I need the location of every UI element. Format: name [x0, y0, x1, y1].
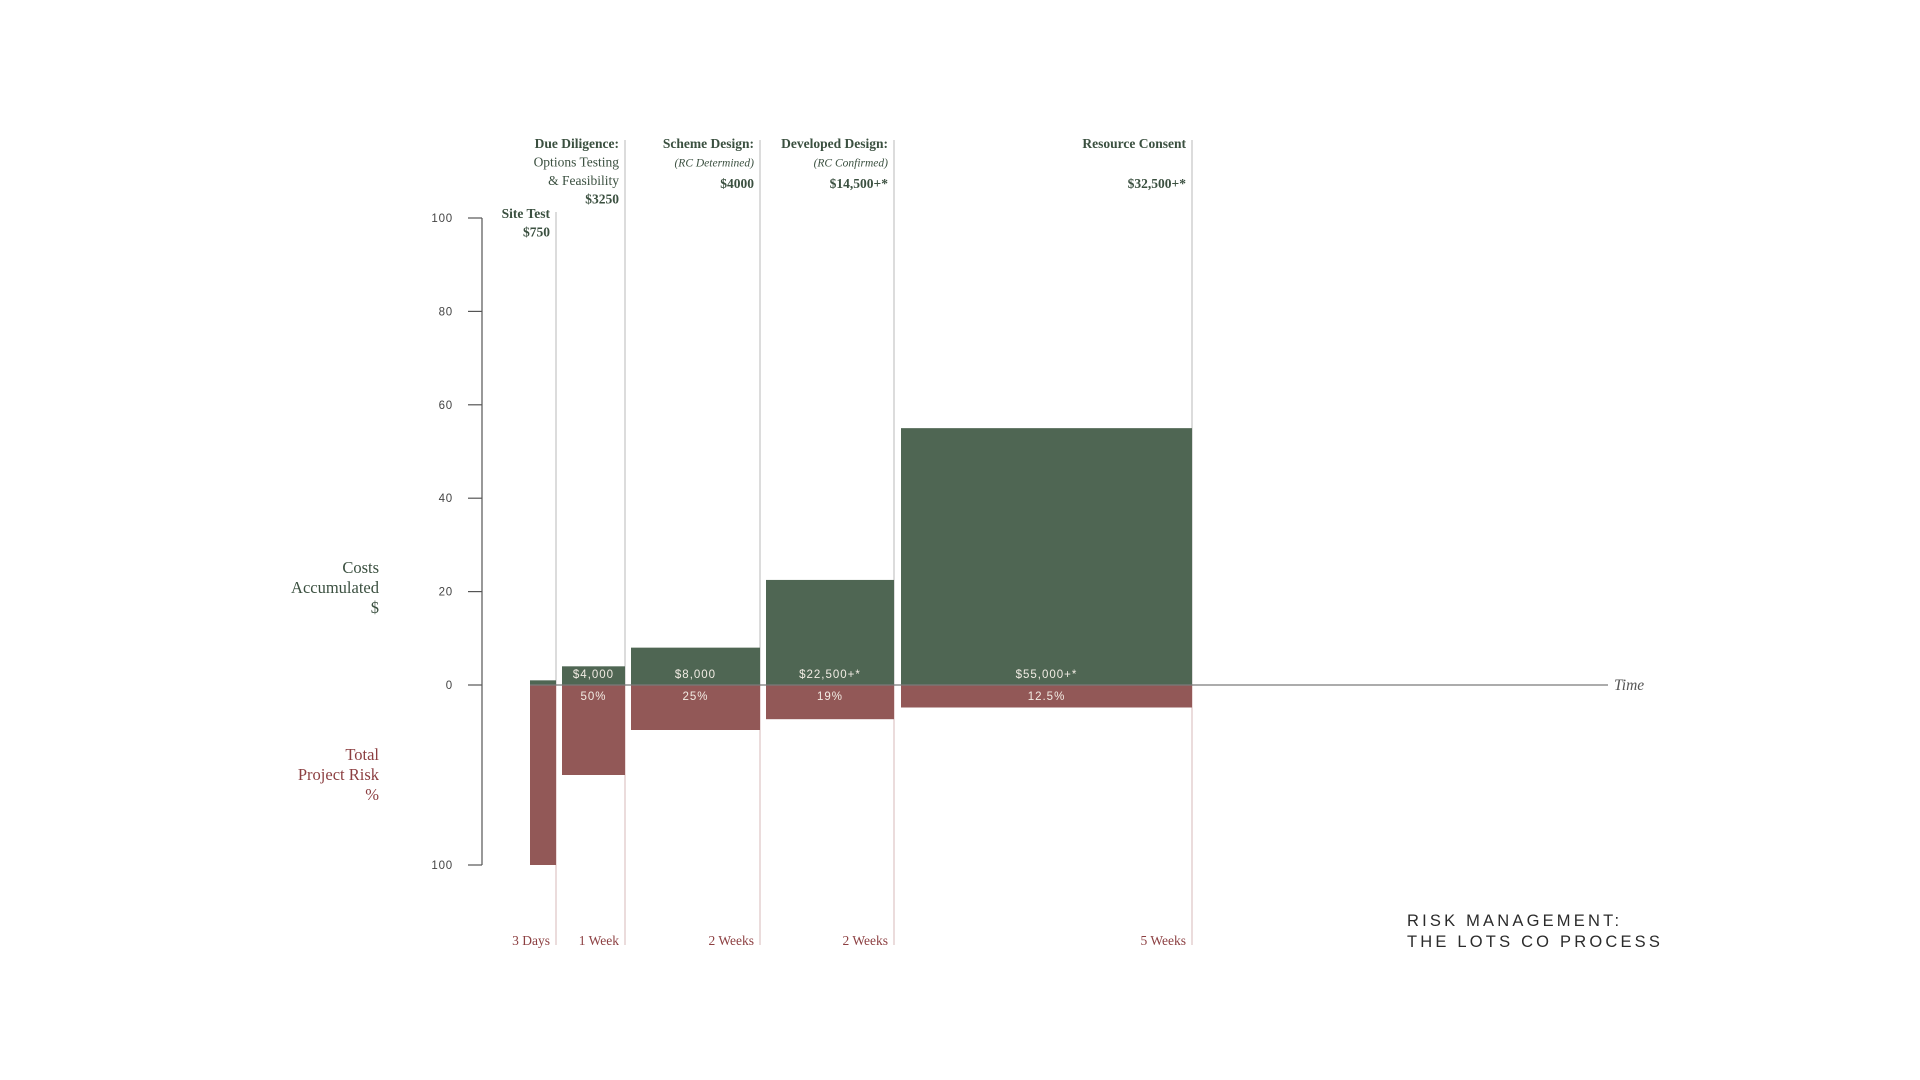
y-axis-title-cost: $: [371, 598, 379, 617]
stage-name: Due Diligence:: [535, 136, 619, 151]
bars: $4,000 50% $8,000 25% $22,500+* 19% $55,000+* 1…: [530, 428, 1192, 865]
stage-name: (RC Determined): [674, 158, 754, 170]
y-tick-label: 20: [439, 587, 453, 599]
stage-price: $750: [523, 225, 550, 240]
cost-bar: [562, 666, 625, 685]
y-axis-title-cost: Accumulated: [291, 578, 380, 597]
cost-bar: [766, 579, 894, 685]
stage-duration: 2 Weeks: [708, 933, 754, 948]
stage-name: Resource Consent: [1082, 136, 1186, 151]
cost-bar-label: $8,000: [675, 669, 716, 681]
x-axis-label: Time: [1614, 677, 1644, 694]
risk-bar: [901, 685, 1192, 708]
risk-bar-label: 50%: [580, 691, 606, 703]
stage-name: (RC Confirmed): [814, 158, 889, 170]
chart-caption: RISK MANAGEMENT: THE LOTS CO PROCESS: [1407, 911, 1663, 953]
risk-bar: [562, 685, 625, 775]
stage-price: $4000: [720, 176, 754, 191]
y-tick-label: 60: [439, 400, 453, 412]
stage-name: & Feasibility: [548, 173, 619, 188]
stage-price: $32,500+*: [1128, 176, 1187, 191]
cost-bar-label: $55,000+*: [1016, 669, 1078, 681]
risk-bar-label: 19%: [817, 691, 843, 703]
stage-price: $14,500+*: [830, 176, 889, 191]
y-axis-title-cost: Costs: [342, 558, 379, 577]
risk-bar: [766, 685, 894, 720]
y-tick-label: 100: [431, 213, 453, 225]
risk-bar-label: 25%: [682, 691, 708, 703]
stage-labels: Site Test $750 3 Days Due Diligence: Options…: [502, 136, 1187, 948]
stage-name: Site Test: [502, 206, 551, 221]
y-tick-label: 100: [431, 860, 453, 872]
stage-duration: 3 Days: [512, 933, 550, 948]
caption-line-1: RISK MANAGEMENT:: [1407, 912, 1623, 930]
stage-price: $3250: [585, 192, 619, 207]
cost-bar-label: $4,000: [573, 669, 614, 681]
stage-name: Developed Design:: [781, 136, 888, 151]
y-axis-title-risk: %: [365, 785, 379, 804]
cost-bar: [901, 428, 1192, 685]
risk-bar: [631, 685, 760, 730]
cost-bar-label: $22,500+*: [799, 669, 861, 681]
cost-bar: [631, 647, 760, 685]
y-tick-label: 80: [439, 306, 453, 318]
y-tick-label: 40: [439, 493, 453, 505]
y-axis-title-risk: Project Risk: [298, 765, 380, 784]
stage-name: Scheme Design:: [663, 136, 754, 151]
stage-duration: 2 Weeks: [842, 933, 888, 948]
y-tick-label: 0: [446, 680, 453, 692]
y-axis-title-risk: Total: [345, 745, 379, 764]
cost-bar: [530, 680, 556, 685]
risk-bar-label: 12.5%: [1028, 691, 1066, 703]
stage-duration: 1 Week: [579, 933, 620, 948]
caption-line-2: THE LOTS CO PROCESS: [1407, 933, 1664, 951]
stage-duration: 5 Weeks: [1140, 933, 1186, 948]
stage-name: Options Testing: [534, 155, 620, 170]
risk-bar: [530, 685, 556, 865]
